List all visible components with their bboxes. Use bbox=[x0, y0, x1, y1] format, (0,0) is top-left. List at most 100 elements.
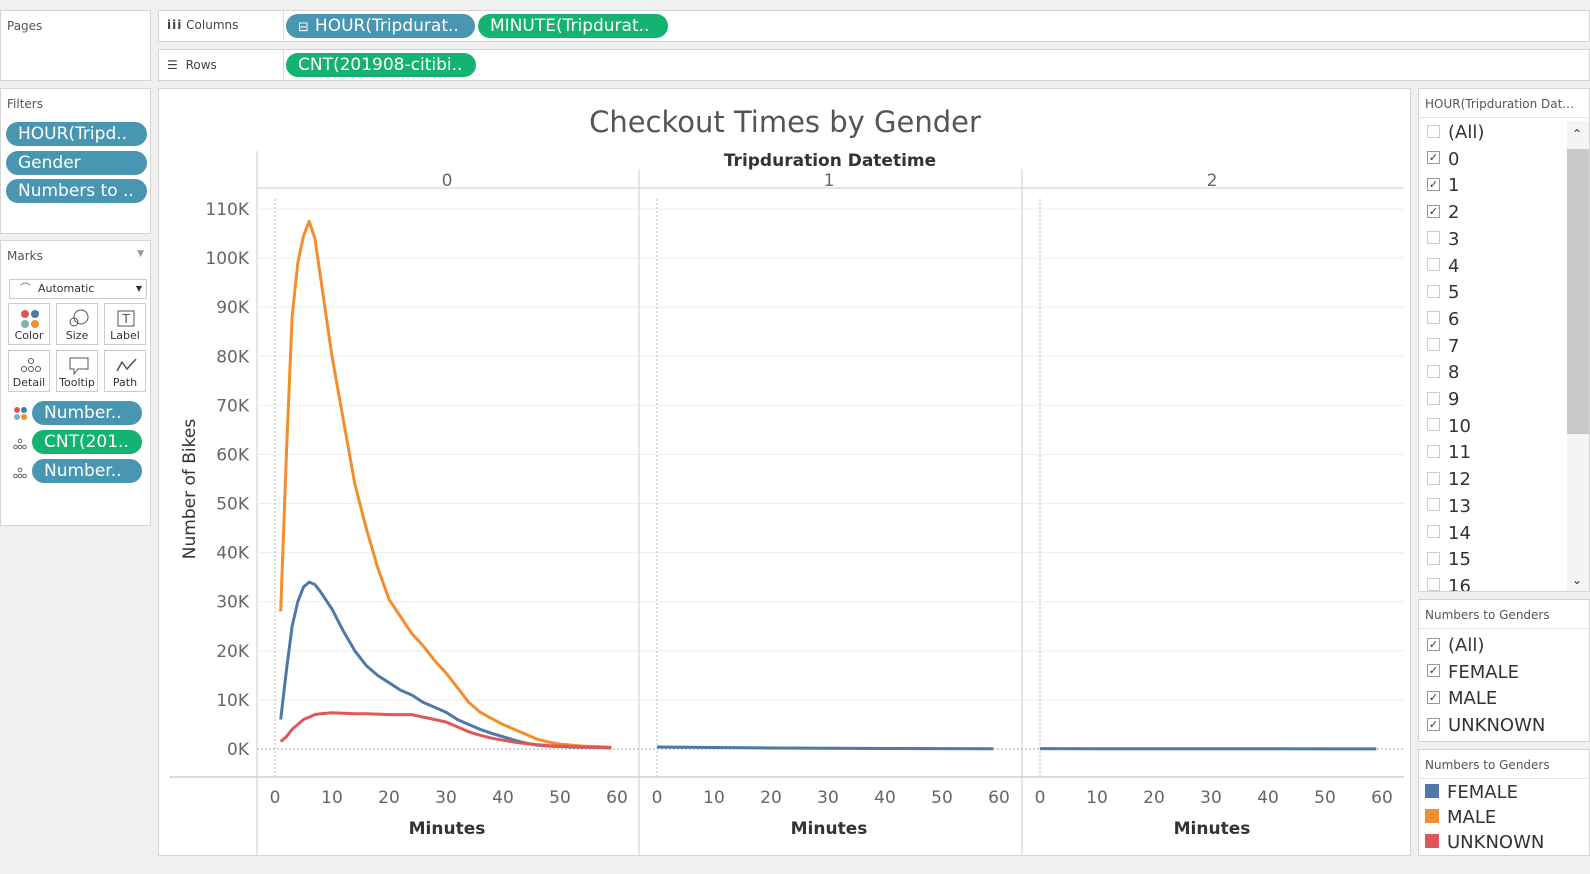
checkbox-icon[interactable] bbox=[1427, 311, 1440, 325]
gender-filter-item[interactable]: ✓ FEMALE bbox=[1427, 662, 1519, 684]
columns-label: iii Columns bbox=[167, 18, 239, 32]
x-tick-label: 60 bbox=[606, 788, 628, 808]
marks-label-button[interactable]: T Label bbox=[104, 303, 146, 345]
hour-filter-item[interactable]: 15 bbox=[1427, 549, 1471, 571]
marks-size-button[interactable]: Size bbox=[56, 303, 98, 345]
legend-swatch bbox=[1425, 809, 1439, 823]
hour-filter-item[interactable]: 14 bbox=[1427, 523, 1471, 545]
marks-tooltip-button[interactable]: Tooltip bbox=[56, 350, 98, 392]
filter-pill-numbers[interactable]: Numbers to .. bbox=[6, 179, 147, 203]
legend-swatch bbox=[1425, 834, 1439, 848]
x-tick-label: 30 bbox=[817, 788, 839, 808]
checkbox-checked-icon[interactable]: ✓ bbox=[1427, 717, 1440, 731]
checkbox-icon[interactable] bbox=[1427, 338, 1440, 352]
rows-label: ☰ Rows bbox=[167, 58, 217, 72]
x-tick-label: 60 bbox=[1371, 788, 1393, 808]
x-tick-label: 20 bbox=[1143, 788, 1165, 808]
checkbox-checked-icon[interactable]: ✓ bbox=[1427, 690, 1440, 704]
rows-shelf[interactable]: ☰ Rows CNT(201908-citibi.. bbox=[158, 49, 1590, 81]
gender-filter-item[interactable]: ✓ MALE bbox=[1427, 688, 1497, 710]
x-tick-label: 10 bbox=[703, 788, 725, 808]
legend-item[interactable]: MALE bbox=[1425, 806, 1496, 830]
color-icon bbox=[21, 310, 39, 328]
filter-pill-gender[interactable]: Gender bbox=[6, 151, 147, 175]
hour-filter-item[interactable]: 13 bbox=[1427, 496, 1471, 518]
hour-filter-item[interactable]: ✓ 2 bbox=[1427, 202, 1459, 224]
shelf-divider bbox=[283, 11, 284, 41]
hour-filter-item[interactable]: 8 bbox=[1427, 362, 1459, 384]
hour-filter-item[interactable]: 3 bbox=[1427, 229, 1459, 251]
marks-path-button[interactable]: Path bbox=[104, 350, 146, 392]
checkbox-icon[interactable] bbox=[1427, 578, 1440, 591]
hour-filter-item[interactable]: 6 bbox=[1427, 309, 1459, 331]
checkbox-icon[interactable] bbox=[1427, 525, 1440, 538]
checkbox-icon[interactable] bbox=[1427, 471, 1440, 485]
scrollbar[interactable]: ⌃ ⌄ bbox=[1567, 121, 1589, 591]
legend-item[interactable]: FEMALE bbox=[1425, 781, 1518, 805]
checkbox-icon[interactable] bbox=[1427, 364, 1440, 378]
checkbox-icon[interactable] bbox=[1427, 551, 1440, 565]
marks-field-detail[interactable]: Number.. bbox=[32, 459, 142, 483]
hour-filter-item[interactable]: ✓ 0 bbox=[1427, 149, 1459, 171]
chevron-down-icon: ▼ bbox=[135, 284, 142, 293]
gender-filter-item[interactable]: ✓ (All) bbox=[1427, 635, 1484, 657]
scrollbar-thumb[interactable] bbox=[1567, 149, 1589, 434]
columns-shelf[interactable]: iii Columns ⊟ HOUR(Tripdurat.. MINUTE(Tri… bbox=[158, 10, 1590, 42]
marks-field-color[interactable]: Number.. bbox=[32, 401, 142, 425]
checkbox-checked-icon[interactable]: ✓ bbox=[1427, 151, 1440, 165]
checkbox-checked-icon[interactable]: ✓ bbox=[1427, 637, 1440, 651]
hour-filter-item[interactable]: 9 bbox=[1427, 389, 1459, 411]
hour-filter-item[interactable]: 16 bbox=[1427, 575, 1471, 592]
checkbox-checked-icon[interactable]: ✓ bbox=[1427, 177, 1440, 191]
gender-filter-item[interactable]: ✓ UNKNOWN bbox=[1427, 715, 1545, 737]
hour-filter-label: 14 bbox=[1448, 522, 1471, 544]
filter-pill-hour[interactable]: HOUR(Tripd.. bbox=[6, 122, 147, 146]
checkbox-icon[interactable] bbox=[1427, 124, 1440, 138]
x-tick-label: 40 bbox=[492, 788, 514, 808]
columns-pill-hour[interactable]: ⊟ HOUR(Tripdurat.. bbox=[286, 14, 475, 38]
y-tick-label: 30K bbox=[216, 593, 250, 613]
filters-title: Filters bbox=[7, 97, 43, 111]
pages-panel: Pages bbox=[0, 10, 151, 81]
chevron-down-icon[interactable]: ⌄ bbox=[1572, 573, 1583, 587]
marks-field-cnt[interactable]: CNT(201.. bbox=[32, 430, 142, 454]
columns-pill-minute[interactable]: MINUTE(Tripdurat.. bbox=[478, 14, 668, 38]
marks-detail-button[interactable]: Detail bbox=[8, 350, 50, 392]
hour-filter-item[interactable]: 11 bbox=[1427, 442, 1471, 464]
detail-field-icon bbox=[13, 435, 27, 454]
checkbox-icon[interactable] bbox=[1427, 418, 1440, 432]
hour-filter-item[interactable]: 7 bbox=[1427, 336, 1459, 358]
y-tick-label: 20K bbox=[216, 642, 250, 662]
checkbox-icon[interactable] bbox=[1427, 284, 1440, 298]
mark-type-dropdown[interactable]: ⌒ Automatic ▼ bbox=[9, 279, 147, 299]
hour-filter-item[interactable]: 4 bbox=[1427, 256, 1459, 278]
checkbox-icon[interactable] bbox=[1427, 444, 1440, 458]
checkbox-icon[interactable] bbox=[1427, 231, 1440, 245]
hour-filter-item[interactable]: 5 bbox=[1427, 282, 1459, 304]
checkbox-icon[interactable] bbox=[1427, 258, 1440, 271]
filters-panel: Filters HOUR(Tripd.. Gender Numbers to .… bbox=[0, 88, 151, 234]
marks-color-button[interactable]: Color bbox=[8, 303, 50, 345]
checkbox-checked-icon[interactable]: ✓ bbox=[1427, 664, 1440, 678]
legend-label: FEMALE bbox=[1447, 782, 1518, 803]
line-mark-icon: ⌒ bbox=[20, 282, 31, 295]
hour-filter-label: 16 bbox=[1448, 575, 1471, 592]
path-icon bbox=[116, 358, 137, 372]
y-tick-label: 110K bbox=[205, 200, 249, 220]
x-axis-title: Minutes bbox=[409, 819, 486, 839]
hour-filter-item[interactable]: 12 bbox=[1427, 469, 1471, 491]
rows-pill-cnt[interactable]: CNT(201908-citibi.. bbox=[286, 53, 476, 77]
marks-menu-icon[interactable]: ▼ bbox=[137, 249, 144, 259]
checkbox-icon[interactable] bbox=[1427, 391, 1440, 405]
checkbox-icon[interactable] bbox=[1427, 498, 1440, 512]
tooltip-icon bbox=[69, 357, 89, 376]
chevron-up-icon[interactable]: ⌃ bbox=[1572, 127, 1583, 141]
x-tick-label: 20 bbox=[378, 788, 400, 808]
hour-filter-label: 6 bbox=[1448, 308, 1460, 330]
hour-filter-item[interactable]: (All) bbox=[1427, 122, 1484, 144]
legend-item[interactable]: UNKNOWN bbox=[1425, 831, 1544, 855]
checkbox-checked-icon[interactable]: ✓ bbox=[1427, 204, 1440, 218]
hour-filter-item[interactable]: 10 bbox=[1427, 416, 1471, 438]
columns-icon: iii bbox=[167, 18, 183, 32]
hour-filter-item[interactable]: ✓ 1 bbox=[1427, 175, 1459, 197]
